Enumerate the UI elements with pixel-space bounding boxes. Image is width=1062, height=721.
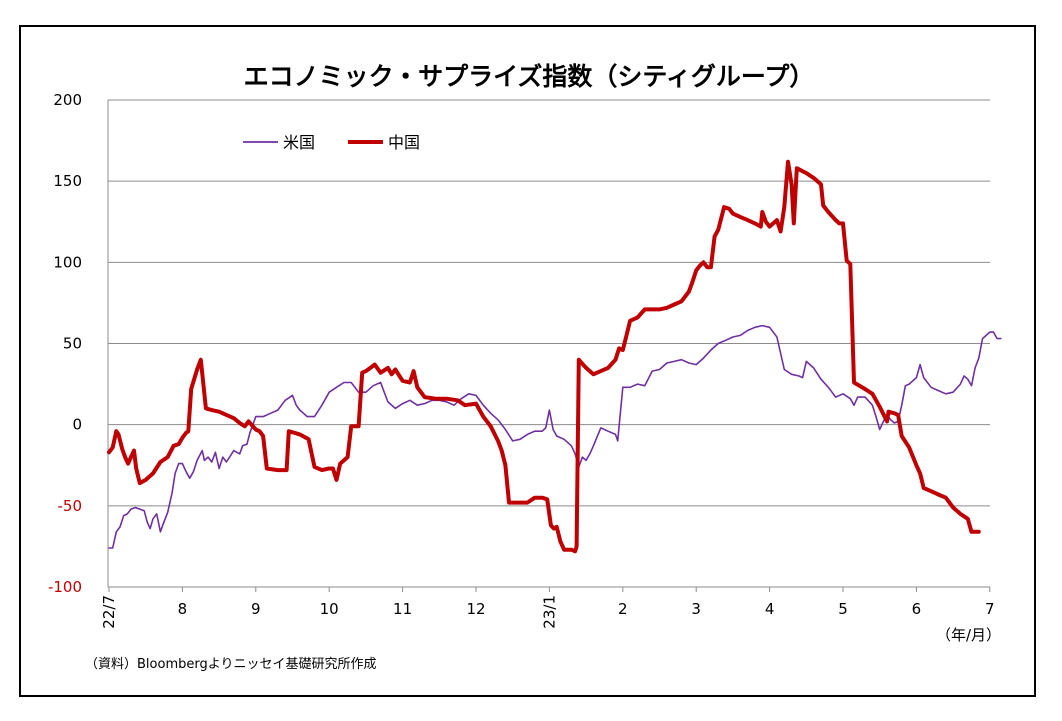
series-line-us [108,324,1002,549]
chart-frame: エコノミック・サプライズ指数（シティグループ） 200 150 100 50 0 -50 -… [19,25,1036,697]
x-tick-label: 4 [765,600,775,618]
x-tick-label: 11 [393,600,412,618]
grid-lines [108,99,990,507]
y-tick-labels: 200 150 100 50 0 -50 -100 [48,91,82,596]
legend-label-china: 中国 [388,133,420,152]
chart-title: エコノミック・サプライズ指数（シティグループ） [244,62,815,91]
source-note: （資料）Bloombergよりニッセイ基礎研究所作成 [85,657,376,672]
surprise-index-chart: エコノミック・サプライズ指数（シティグループ） 200 150 100 50 0 -50 -… [48,62,1002,672]
legend: 米国 中国 [243,133,420,152]
x-tick-label: 23/1 [540,595,558,629]
x-tick-label: 2 [618,600,628,618]
y-tick-label: -100 [48,578,82,596]
y-tick-label: 0 [72,416,82,434]
y-tick-label: -50 [58,497,83,515]
x-tick-labels: 22/7 8 9 10 11 12 23/1 2 3 4 5 6 7 [100,595,995,629]
x-tick-label: 10 [320,600,339,618]
series-lines [107,159,1002,554]
axes [107,100,991,592]
x-tick-label: 22/7 [100,595,118,629]
y-tick-label: 100 [53,253,82,271]
x-tick-label: 3 [691,600,701,618]
y-tick-label: 150 [53,172,82,190]
x-tick-label: 6 [912,600,922,618]
y-tick-label: 50 [63,335,82,353]
x-tick-label: 12 [466,600,485,618]
series-line-china [107,159,981,554]
y-tick-label: 200 [53,91,82,109]
x-tick-label: 5 [838,600,848,618]
legend-label-us: 米国 [283,133,315,152]
x-tick-label: 9 [251,600,261,618]
x-tick-label: 8 [178,600,188,618]
x-axis-unit-label: （年/月） [936,626,1001,644]
x-tick-label: 7 [985,600,995,618]
